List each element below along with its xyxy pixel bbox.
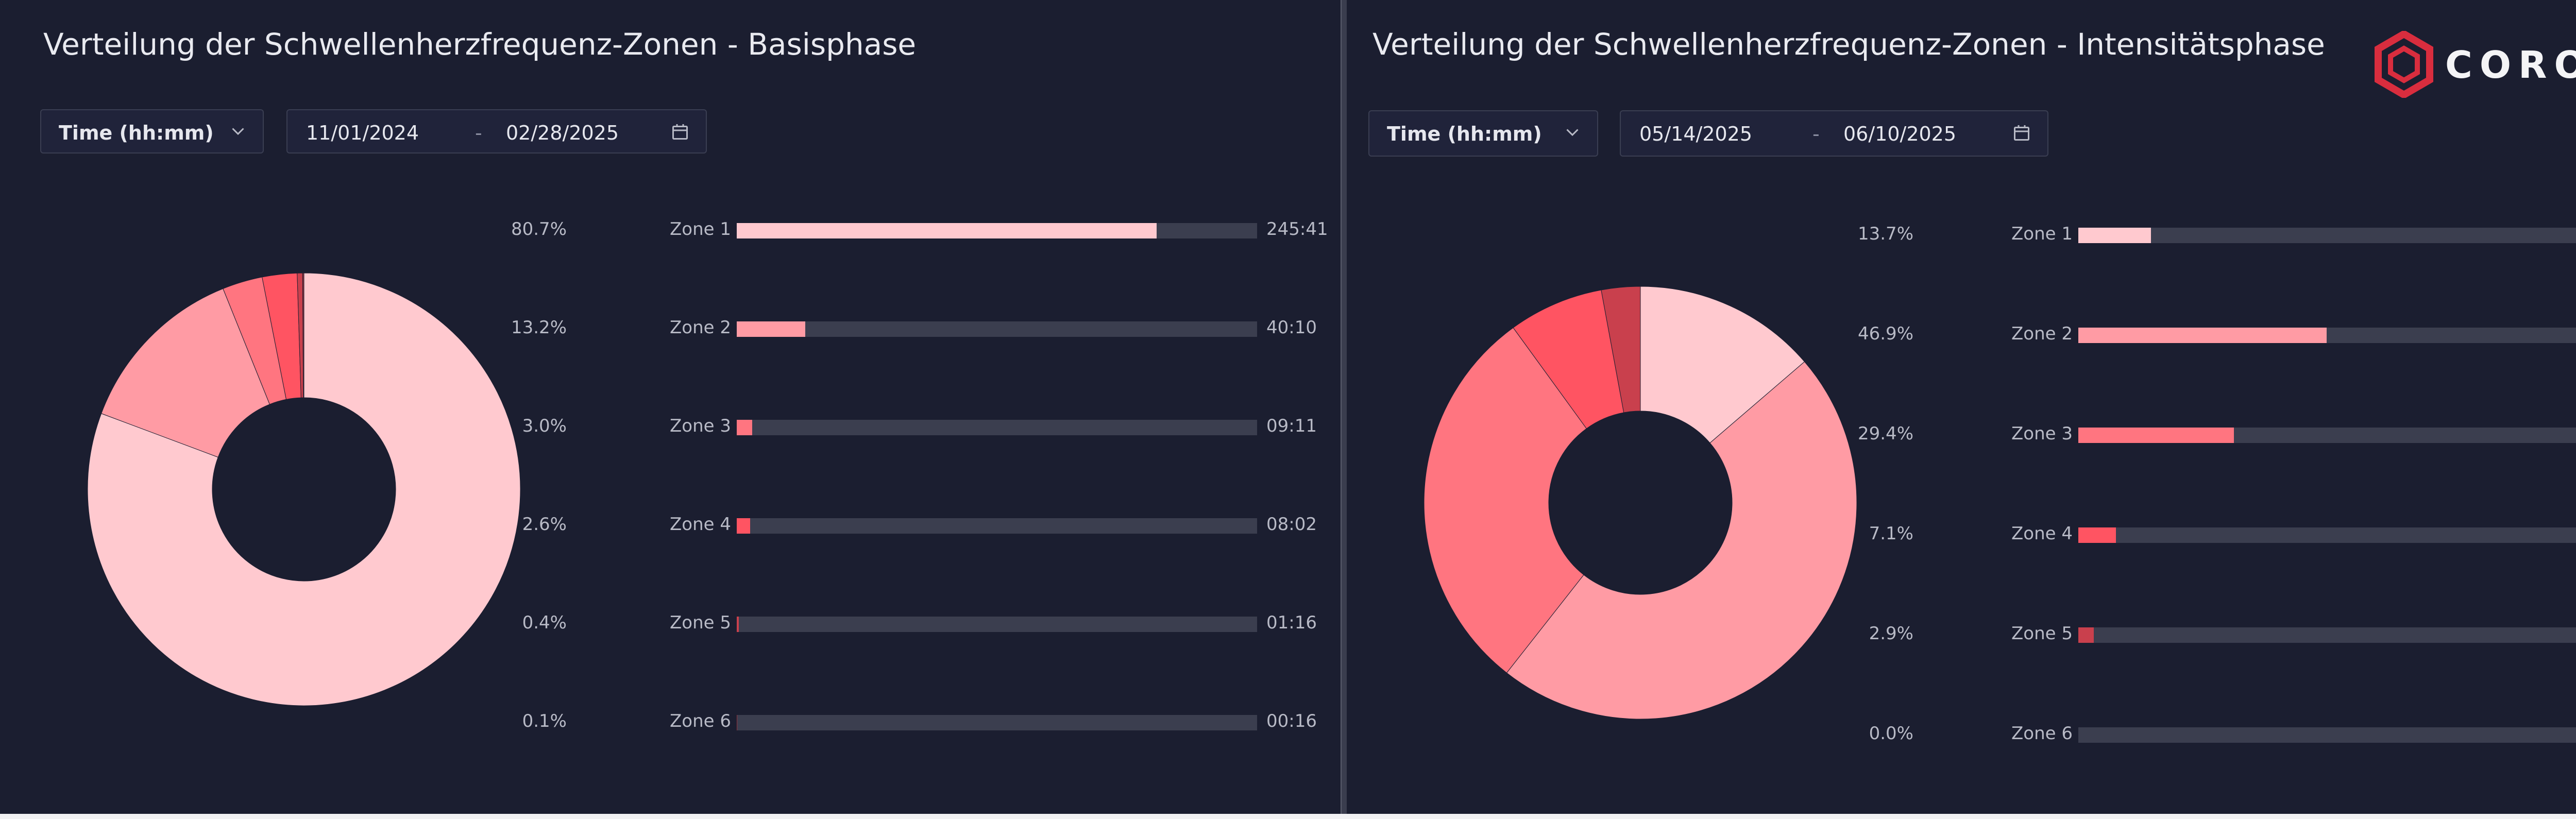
zone-bar-fill [737, 321, 806, 337]
zone-percent-label: 2.6% [522, 514, 567, 535]
panel-divider [1341, 0, 1348, 819]
donut-slice-zone-6 [302, 272, 304, 398]
zone-name-label: Zone 3 [2011, 423, 2073, 444]
metric-dropdown-label: Time (hh:mm) [59, 122, 214, 144]
zone-bar-track [2078, 727, 2576, 743]
zone-bar-fill [2078, 627, 2094, 643]
zone-row-4: 7.1%Zone 403:31 [1862, 523, 2576, 544]
donut-slice-zone-5 [1601, 286, 1641, 413]
zone-percent-label: 7.1% [1869, 523, 1913, 544]
chart-panel-intensitaetsphase: Verteilung der Schwellenherzfrequenz-Zon… [1347, 0, 2576, 814]
zone-percent-label: 46.9% [1857, 323, 1913, 344]
coros-logo: COROS [2372, 31, 2576, 98]
calendar-icon [672, 124, 688, 140]
zone-time-label: 08:02 [1266, 514, 1317, 535]
zone-name-label: Zone 2 [670, 317, 731, 338]
zone-bar-track [737, 518, 1257, 534]
zone-bar-track [737, 715, 1257, 730]
date-end: 06/10/2025 [1843, 123, 1957, 145]
zone-donut-chart [87, 272, 521, 706]
zone-bar-track [2078, 328, 2576, 343]
donut-slice-zone-1 [87, 272, 521, 706]
zone-bar-track [737, 420, 1257, 435]
zone-bar-fill [737, 617, 739, 632]
zone-time-label: 00:16 [1266, 711, 1317, 731]
zone-bar-fill [737, 420, 753, 435]
zone-name-label: Zone 6 [670, 711, 731, 731]
zone-bar-track [2078, 527, 2576, 543]
zone-donut-chart [1423, 286, 1857, 720]
zone-percent-label: 80.7% [511, 219, 567, 240]
zone-name-label: Zone 5 [2011, 623, 2073, 644]
zone-row-5: 0.4% Zone 5 01:16 [515, 612, 1349, 633]
donut-slice-zone-2 [101, 288, 270, 458]
zone-percent-label: 0.0% [1869, 723, 1913, 744]
zone-row-2: 13.2% Zone 2 40:10 [511, 317, 1349, 338]
date-start: 11/01/2024 [306, 122, 419, 144]
zone-bar-fill [2078, 228, 2151, 243]
zone-percent-label: 13.7% [1857, 224, 1913, 244]
chart-title: Verteilung der Schwellenherzfrequenz-Zon… [43, 27, 917, 62]
zone-percent-label: 0.4% [522, 612, 567, 633]
zone-time-label: 245:41 [1266, 219, 1328, 240]
metric-dropdown[interactable]: Time (hh:mm) [40, 109, 264, 153]
zone-percent-label: 13.2% [511, 317, 567, 338]
zone-time-label: 40:10 [1266, 317, 1317, 338]
zone-bar-track [2078, 627, 2576, 643]
chevron-down-icon [232, 128, 244, 135]
date-separator: - [475, 122, 482, 144]
metric-dropdown[interactable]: Time (hh:mm) [1368, 110, 1598, 157]
date-range-picker[interactable]: 05/14/2025 - 06/10/2025 [1620, 110, 2048, 157]
donut-slice-zone-1 [1640, 286, 1805, 443]
zone-row-4: 2.6% Zone 4 08:02 [515, 514, 1349, 535]
coros-logo-icon [2375, 31, 2433, 98]
zone-percent-label: 29.4% [1857, 423, 1913, 444]
zone-name-label: Zone 1 [2011, 224, 2073, 244]
metric-dropdown-label: Time (hh:mm) [1387, 123, 1542, 145]
zone-bar-fill [737, 223, 1157, 238]
zone-bar-fill [2078, 428, 2234, 443]
date-range-picker[interactable]: 11/01/2024 - 02/28/2025 [286, 109, 707, 153]
zone-row-2: 46.9%Zone 223:14 [1858, 323, 2576, 344]
date-start: 05/14/2025 [1639, 123, 1753, 145]
date-separator: - [1812, 123, 1820, 145]
zone-name-label: Zone 6 [2011, 723, 2073, 744]
zone-percent-label: 3.0% [522, 416, 567, 436]
zone-percent-label: 0.1% [522, 711, 567, 731]
zone-row-6: 0.1% Zone 6 00:16 [515, 711, 1349, 731]
donut-slice-zone-2 [1506, 361, 1857, 720]
zone-name-label: Zone 3 [670, 416, 731, 436]
zone-percent-label: 2.9% [1869, 623, 1913, 644]
chevron-down-icon [1566, 129, 1579, 136]
zone-name-label: Zone 4 [2011, 523, 2073, 544]
zone-bar-fill [2078, 328, 2327, 343]
zone-row-1: 80.7% Zone 1 245:41 [511, 219, 1349, 240]
zone-time-label: 01:16 [1266, 612, 1317, 633]
zone-row-6: 0.0%Zone 600:00 [1862, 723, 2576, 744]
zone-bar-track [737, 617, 1257, 632]
zone-row-1: 13.7%Zone 106:48 [1858, 224, 2576, 244]
calendar-icon [2014, 125, 2029, 141]
zone-bar-fill [737, 518, 751, 534]
chart-panel-basisphase: Verteilung der Schwellenherzfrequenz-Zon… [40, 27, 1328, 731]
zone-name-label: Zone 5 [670, 612, 731, 633]
bottom-edge [0, 814, 2576, 819]
zone-name-label: Zone 2 [2011, 323, 2073, 344]
date-end: 02/28/2025 [506, 122, 619, 144]
zone-row-5: 2.9%Zone 501:26 [1862, 623, 2576, 644]
donut-slice-zone-3 [1423, 327, 1587, 673]
zone-bar-track [737, 321, 1257, 337]
coros-logo-text: COROS [2445, 43, 2576, 87]
chart-title: Verteilung der Schwellenherzfrequenz-Zon… [1372, 27, 2325, 62]
zone-bar-track [2078, 428, 2576, 443]
zone-name-label: Zone 4 [670, 514, 731, 535]
zone-bar-track [737, 223, 1257, 238]
zone-name-label: Zone 1 [670, 219, 731, 240]
zone-row-3: 29.4%Zone 314:33 [1858, 423, 2576, 444]
zone-bar-fill [2078, 527, 2116, 543]
zone-row-3: 3.0% Zone 3 09:11 [515, 416, 1349, 436]
zone-bar-track [2078, 228, 2576, 243]
zone-time-label: 09:11 [1266, 416, 1317, 436]
